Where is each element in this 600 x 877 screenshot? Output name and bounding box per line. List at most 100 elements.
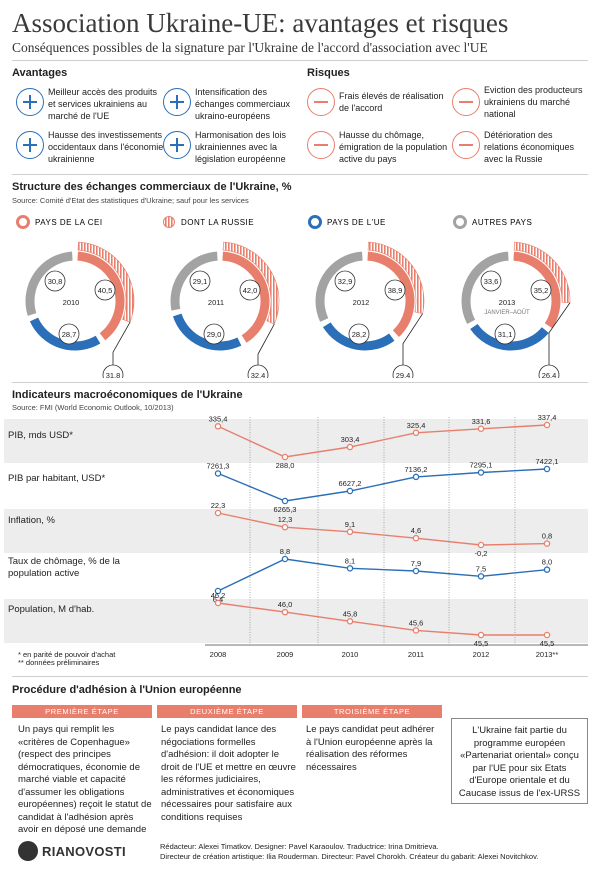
data-label: 22,3 bbox=[211, 501, 226, 510]
legend-marker-other bbox=[455, 217, 466, 228]
legend-marker-eu bbox=[310, 217, 321, 228]
step-2-label: DEUXIÈME ÉTAPE bbox=[157, 705, 297, 718]
data-label: 4,6 bbox=[411, 526, 421, 535]
russia-value-label: 29,4 bbox=[396, 371, 411, 378]
advantage-item: Intensification des échanges commerciaux… bbox=[195, 86, 300, 122]
eu-value-label: 31,1 bbox=[498, 330, 513, 339]
year-tick: 2008 bbox=[210, 650, 227, 659]
risk-item: Détérioration des relations économiques … bbox=[484, 129, 588, 165]
year-tick: 2013** bbox=[536, 650, 559, 659]
credits-line-1: Rédacteur: Alexei Timatkov. Designer: Pa… bbox=[160, 842, 439, 851]
data-point bbox=[413, 628, 418, 633]
year-tick: 2011 bbox=[408, 650, 424, 659]
other-value-label: 32,9 bbox=[338, 277, 353, 286]
minus-icon bbox=[307, 88, 335, 116]
year-label: 2011 bbox=[208, 298, 224, 307]
plus-icon bbox=[163, 88, 191, 116]
risk-item: Eviction des producteurs ukrainiens du m… bbox=[484, 84, 588, 120]
data-point bbox=[347, 566, 352, 571]
legend-marker-cis bbox=[18, 217, 29, 228]
year-tick: 2010 bbox=[342, 650, 359, 659]
step-2-text: Le pays candidat lance des négociations … bbox=[161, 724, 299, 824]
data-label: 303,4 bbox=[341, 435, 360, 444]
data-point bbox=[215, 510, 220, 515]
eu-value-label: 28,2 bbox=[352, 330, 367, 339]
step-1-text: Un pays qui remplit les «critères de Cop… bbox=[18, 724, 152, 837]
data-label: 45,5 bbox=[540, 639, 555, 648]
data-label: 288,0 bbox=[276, 461, 295, 470]
step-1-label: PREMIÈRE ÉTAPE bbox=[12, 705, 152, 718]
page-title: Association Ukraine-UE: avantages et ris… bbox=[12, 8, 508, 39]
risk-item: Frais élevés de réalisation de l'accord bbox=[339, 90, 444, 114]
macro-line-charts: 2008 2009 2010 2011 2012 2013**335,4288,0303,… bbox=[0, 413, 600, 663]
legend: PAYS DE LA CEI DONT LA RUSSIE PAYS DE L'… bbox=[18, 217, 533, 228]
data-label: 8,1 bbox=[345, 556, 355, 565]
data-point bbox=[347, 488, 352, 493]
minus-icon bbox=[307, 131, 335, 159]
data-label: 6265,3 bbox=[274, 505, 297, 514]
divider bbox=[12, 60, 588, 61]
data-point bbox=[282, 454, 287, 459]
data-label: 7,5 bbox=[476, 564, 486, 573]
other-value-label: 30,8 bbox=[48, 277, 63, 286]
data-point bbox=[215, 471, 220, 476]
data-label: 337,4 bbox=[538, 413, 557, 422]
legend-marker-russia bbox=[164, 217, 175, 228]
data-point bbox=[282, 556, 287, 561]
year-tick: 2009 bbox=[277, 650, 294, 659]
data-point bbox=[413, 430, 418, 435]
legend-label-eu: PAYS DE L'UE bbox=[327, 218, 386, 227]
year-label: 2010 bbox=[63, 298, 80, 307]
year-label: 2012 bbox=[353, 298, 370, 307]
risk-item: Hausse du chômage, émigration de la popu… bbox=[339, 129, 449, 165]
data-label: 7,9 bbox=[411, 559, 421, 568]
page-subtitle: Conséquences possibles de la signature p… bbox=[12, 40, 488, 56]
indicator-series-0: 335,4 288,0 303,4 325,4 331,6 337,4 bbox=[209, 413, 557, 470]
macro-source: Source: FMI (World Economic Outlook, 10/… bbox=[12, 403, 174, 412]
russia-callout-line bbox=[258, 324, 274, 365]
period-label: JANVIER–AOÛT bbox=[484, 309, 530, 316]
advantages-heading: Avantages bbox=[12, 67, 67, 79]
indicator-series-3: 6,4 8,8 8,1 7,9 7,5 8,0 bbox=[213, 547, 552, 604]
logo-icon bbox=[18, 841, 38, 861]
series-line bbox=[218, 425, 547, 457]
data-label: 8,8 bbox=[280, 547, 290, 556]
data-label: 46,0 bbox=[278, 600, 293, 609]
procedure-heading: Procédure d'adhésion à l'Union européenn… bbox=[12, 684, 242, 696]
data-label: 325,4 bbox=[407, 421, 426, 430]
minus-icon bbox=[452, 131, 480, 159]
trade-heading: Structure des échanges commerciaux de l'… bbox=[12, 181, 292, 193]
divider bbox=[12, 676, 588, 677]
minus-icon bbox=[452, 88, 480, 116]
indicator-series-1: 7261,3 6265,3 6627,2 7136,2 7295,1 7422,1 bbox=[207, 457, 559, 514]
data-label: 45,8 bbox=[343, 609, 358, 618]
data-label: 331,6 bbox=[472, 417, 491, 426]
series-line bbox=[218, 559, 547, 591]
data-point bbox=[215, 600, 220, 605]
data-point bbox=[347, 619, 352, 624]
legend-label-other: AUTRES PAYS bbox=[472, 218, 532, 227]
legend-label-cis: PAYS DE LA CEI bbox=[35, 218, 103, 227]
year-label: 2013 bbox=[499, 298, 516, 307]
indicator-series-2: 22,3 12,3 9,1 4,6 -0,2 0,8 bbox=[211, 501, 553, 558]
data-label: 7295,1 bbox=[470, 461, 493, 470]
data-label: 8,0 bbox=[542, 558, 552, 567]
data-point bbox=[347, 529, 352, 534]
data-point bbox=[413, 474, 418, 479]
cis-value-label: 42,0 bbox=[243, 286, 258, 295]
step-3-label: TROISIÈME ÉTAPE bbox=[302, 705, 442, 718]
other-value-label: 29,1 bbox=[193, 277, 208, 286]
data-label: 7422,1 bbox=[536, 457, 559, 466]
data-label: -0,2 bbox=[475, 549, 488, 558]
cis-value-label: 38,9 bbox=[388, 286, 403, 295]
series-line bbox=[218, 469, 547, 501]
trade-donut-charts: PAYS DE LA CEI DONT LA RUSSIE PAYS DE L'… bbox=[0, 208, 600, 378]
data-point bbox=[282, 525, 287, 530]
data-label: 6627,2 bbox=[339, 479, 362, 488]
data-point bbox=[282, 610, 287, 615]
donut-chart-2011: 42,029,129,032,42011 bbox=[175, 242, 279, 378]
data-point bbox=[544, 422, 549, 427]
partnership-note: L'Ukraine fait partie du programme europ… bbox=[451, 718, 588, 804]
divider bbox=[12, 382, 588, 383]
donut-chart-2010: 40,5 30,8 28,7 31,8 2010 bbox=[30, 242, 134, 378]
